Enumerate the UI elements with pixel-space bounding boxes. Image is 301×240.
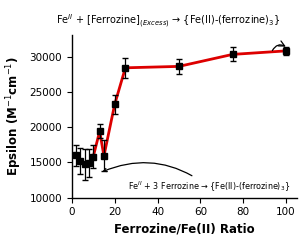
Text: Fe$^{II}$ + [Ferrozine]$_{(Excess)}$ → {Fe(II)-(ferrozine)$_3$}: Fe$^{II}$ + [Ferrozine]$_{(Excess)}$ → {… xyxy=(56,13,281,30)
Y-axis label: Epsilon (M$^{-1}$cm$^{-1}$): Epsilon (M$^{-1}$cm$^{-1}$) xyxy=(4,57,24,176)
Text: Fe$^{II}$ + 3 Ferrozine → {Fe(II)-(ferrozine)$_3$}: Fe$^{II}$ + 3 Ferrozine → {Fe(II)-(ferro… xyxy=(104,163,290,194)
X-axis label: Ferrozine/Fe(II) Ratio: Ferrozine/Fe(II) Ratio xyxy=(114,223,255,236)
